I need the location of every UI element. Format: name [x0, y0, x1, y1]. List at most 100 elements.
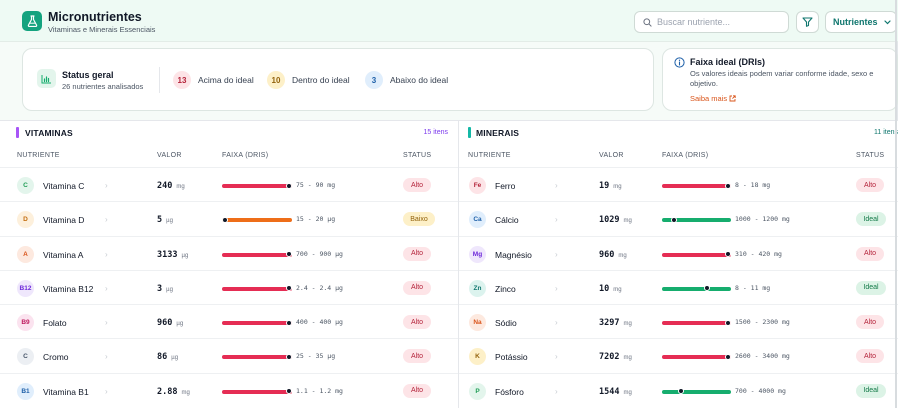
- value-unit: µg: [171, 355, 179, 362]
- table-row[interactable]: P Fósforo › 1544 mg 700 - 4000 mg Ideal: [459, 372, 898, 407]
- stat-abaixo-label: Abaixo do ideal: [390, 75, 449, 85]
- status-badge: Alto: [856, 315, 884, 330]
- header: Micronutrientes Vitaminas e Minerais Ess…: [0, 0, 898, 42]
- nutrient-value: 240 mg: [157, 181, 185, 191]
- filter-button[interactable]: [796, 11, 819, 33]
- table-row[interactable]: Ca Cálcio › 1029 mg 1000 - 1200 mg Ideal: [459, 201, 898, 235]
- range-marker: [671, 216, 678, 223]
- chevron-right-icon: ›: [105, 318, 108, 328]
- table-row[interactable]: Na Sódio › 3297 mg 1500 - 2300 mg Alto: [459, 304, 898, 338]
- stat-dentro-count: 10: [267, 71, 285, 89]
- table-row[interactable]: C Vitamina C › 240 mg 75 - 90 mg Alto: [0, 167, 458, 201]
- range-text: 310 - 420 mg: [735, 249, 782, 258]
- value-unit: mg: [623, 389, 632, 396]
- nutrientes-dropdown[interactable]: Nutrientes: [825, 11, 897, 33]
- search-input[interactable]: [657, 17, 782, 27]
- vitaminas-header: VITAMINAS 15 itens: [0, 121, 458, 143]
- scrollbar[interactable]: [895, 0, 897, 408]
- chevron-right-icon: ›: [555, 283, 558, 293]
- nutrient-symbol: Mg: [469, 245, 486, 263]
- nutrient-symbol: Na: [469, 314, 486, 332]
- col-nutriente: NUTRIENTE: [468, 152, 511, 159]
- range-text: 75 - 90 mg: [296, 181, 336, 189]
- range-bar: [222, 355, 292, 360]
- search-icon: [643, 17, 652, 27]
- value-unit: µg: [166, 218, 173, 225]
- table-row[interactable]: D Vitamina D › 5 µg 15 - 20 µg Baixo: [0, 201, 458, 235]
- status-badge: Ideal: [856, 212, 886, 227]
- vitaminas-accent: [16, 127, 19, 138]
- range-bar: [662, 286, 731, 291]
- value-number: 10: [599, 283, 610, 294]
- stat-dentro[interactable]: 10 Dentro do ideal: [267, 71, 350, 89]
- nutrient-name: Ferro: [495, 181, 516, 191]
- value-unit: mg: [623, 355, 632, 362]
- table-row[interactable]: B12 Vitamina B12 › 3 µg 2.4 - 2.4 µg Alto: [0, 269, 458, 304]
- nutrient-symbol: B1: [17, 382, 34, 400]
- table-row[interactable]: K Potássio › 7202 mg 2600 - 3400 mg Alto: [459, 338, 898, 372]
- value-number: 7202: [599, 352, 620, 363]
- range-bar: [662, 252, 731, 257]
- status-badge: Alto: [403, 383, 431, 398]
- minerais-rows: Fe Ferro › 19 mg 8 - 18 mg Alto Ca Cálcio › 1029 mg…: [459, 167, 898, 407]
- status-badge: Ideal: [856, 280, 886, 295]
- table-row[interactable]: B1 Vitamina B1 › 2.88 mg 1.1 - 1.2 mg Alto: [0, 372, 458, 407]
- nutrient-name: Zinco: [495, 283, 516, 294]
- range-marker: [286, 182, 292, 189]
- range-marker: [286, 319, 292, 326]
- chevron-right-icon: ›: [555, 386, 558, 396]
- stat-dentro-label: Dentro do ideal: [292, 75, 350, 85]
- nutrientes-dropdown-label: Nutrientes: [833, 17, 878, 27]
- nutrient-value: 10 mg: [599, 284, 622, 294]
- status-badge: Alto: [403, 315, 431, 330]
- nutrient-name: Vitamina A: [43, 249, 84, 260]
- range-marker: [286, 251, 292, 258]
- external-link-icon: [729, 95, 736, 102]
- nutrient-name: Vitamina C: [43, 181, 85, 191]
- range-bar: [222, 321, 292, 326]
- value-number: 240: [157, 181, 173, 191]
- range-marker: [725, 353, 731, 360]
- range-text: 8 - 18 mg: [735, 181, 771, 189]
- table-row[interactable]: A Vitamina A › 3133 µg 700 - 900 µg Alto: [0, 235, 458, 270]
- value-unit: µg: [181, 252, 189, 259]
- nutrient-name: Potássio: [495, 352, 528, 363]
- range-marker: [725, 182, 731, 189]
- nutrient-value: 86 µg: [157, 352, 178, 362]
- chevron-right-icon: ›: [105, 386, 108, 396]
- range-text: 2.4 - 2.4 µg: [296, 283, 343, 292]
- table-row[interactable]: C Cromo › 86 µg 25 - 35 µg Alto: [0, 338, 458, 372]
- info-icon: [674, 57, 685, 68]
- nutrient-symbol: C: [17, 177, 34, 194]
- stat-abaixo[interactable]: 3 Abaixo do ideal: [365, 71, 448, 89]
- table-row[interactable]: Zn Zinco › 10 mg 8 - 11 mg Ideal: [459, 269, 898, 304]
- stat-acima[interactable]: 13 Acima do ideal: [173, 71, 254, 89]
- value-number: 3297: [599, 318, 620, 329]
- range-marker: [704, 285, 711, 292]
- status-badge: Ideal: [856, 383, 886, 398]
- value-unit: mg: [176, 184, 185, 190]
- status-badge: Alto: [856, 349, 884, 364]
- search-box[interactable]: [634, 11, 789, 33]
- chevron-right-icon: ›: [105, 181, 108, 190]
- table-row[interactable]: B9 Folato › 960 µg 400 - 400 µg Alto: [0, 304, 458, 338]
- nutrient-name: Vitamina B1: [43, 386, 89, 397]
- value-number: 3133: [157, 249, 178, 260]
- minerais-panel: MINERAIS 11 itens NUTRIENTE VALOR FAIXA …: [459, 120, 898, 408]
- col-status: STATUS: [856, 152, 885, 159]
- divider: [159, 67, 160, 93]
- nutrient-name: Sódio: [495, 318, 517, 329]
- status-subtitle: 26 nutrientes analisados: [62, 82, 144, 91]
- value-number: 960: [157, 318, 173, 329]
- minerais-count: 11 itens: [874, 129, 898, 136]
- saiba-mais-link[interactable]: Saiba mais: [690, 94, 736, 103]
- stat-acima-label: Acima do ideal: [198, 75, 254, 85]
- status-title: Status geral: [62, 70, 114, 80]
- value-unit: mg: [613, 286, 622, 293]
- app-subtitle: Vitaminas e Minerais Essenciais: [48, 25, 156, 34]
- table-row[interactable]: Fe Ferro › 19 mg 8 - 18 mg Alto: [459, 167, 898, 201]
- chevron-right-icon: ›: [105, 215, 108, 225]
- table-row[interactable]: Mg Magnésio › 960 mg 310 - 420 mg Alto: [459, 235, 898, 270]
- value-number: 3: [157, 283, 163, 294]
- minerais-header: MINERAIS 11 itens: [459, 121, 898, 143]
